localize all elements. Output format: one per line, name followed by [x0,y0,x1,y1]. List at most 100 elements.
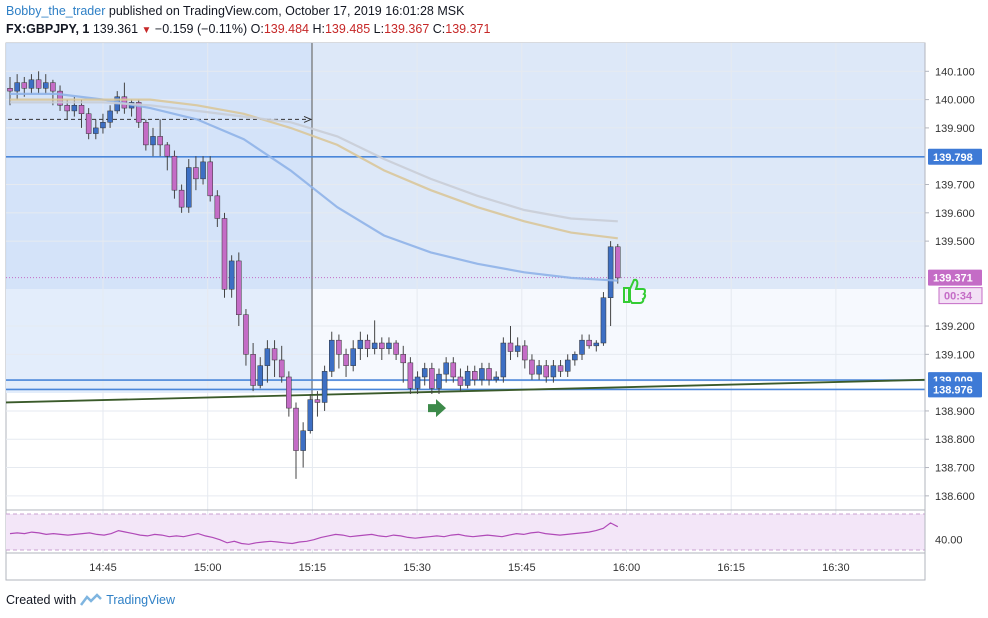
candle-body [186,167,192,208]
countdown-tag: 00:34 [944,291,973,303]
candle-body [386,342,392,349]
trendline [5,378,926,404]
candle-body [457,376,464,386]
candle-body [21,82,28,89]
rsi-band [6,514,925,550]
x-tick-label: 15:00 [194,562,222,574]
tradingview-logo-icon [80,593,103,606]
candle-body [178,189,185,208]
candle-body [286,376,292,409]
candle-body [486,368,492,381]
candle-body [221,218,228,290]
created-with-text: Created with [6,593,77,607]
low-label: L: [373,22,385,36]
candle-body [371,342,378,349]
candle-body [421,368,428,378]
author-link[interactable]: Bobby_the_trader [6,4,106,18]
y-tick-label: 138.600 [935,491,975,503]
candle-body [500,342,507,378]
candle-body [200,161,206,180]
symbol-info: FX:GBPJPY, 1 139.361 ▼ −0.159 (−0.11%) O… [6,22,490,36]
candle-body [93,127,99,134]
candle-body [450,362,457,378]
current-price-tag-bg [928,269,982,286]
footer: Created with TradingView [6,593,175,607]
y-tick-label: 139.600 [935,208,975,220]
x-tick-label: 15:15 [299,562,327,574]
candle-body [479,368,485,381]
close-label: C: [432,22,446,36]
current-price-tag: 139.371 [933,273,973,285]
candle-body [522,345,528,361]
candle-body [329,339,335,372]
symbol-label[interactable]: FX:GBPJPY, 1 [6,22,90,36]
y-tick-label: 138.700 [935,463,975,475]
candle-body [493,376,499,381]
candle-body [135,102,142,123]
candle-body [257,365,263,386]
moving-average-line [10,101,618,223]
publish-info: Bobby_the_trader published on TradingVie… [6,4,464,18]
candle-body [250,354,256,386]
low-value: 139.367 [384,22,430,36]
y-tick-label: 139.500 [935,236,975,248]
candle-body [472,371,478,381]
candle-body [14,82,20,92]
candle-body [35,79,42,89]
y-tick-label: 138.800 [935,434,975,446]
candle-body [271,348,278,361]
candle-body [543,365,549,378]
shaded-zone [6,43,312,289]
candle-body [314,399,321,403]
candle-body [407,362,414,389]
candle-body [85,113,92,134]
level-price-tag: 139.798 [933,152,973,164]
candle-body [171,155,178,191]
candle-body [607,246,614,298]
y-tick-label: 139.100 [935,349,975,361]
shaded-zone [6,289,312,382]
candle-body [350,348,356,366]
close-value: 139.371 [445,22,491,36]
candle-body [557,365,564,372]
x-tick-label: 16:30 [822,562,850,574]
candle-body [514,345,521,352]
candle-body [100,121,106,129]
candle-body [307,399,314,432]
candle-body [78,105,85,115]
candle-body [507,342,514,352]
y-tick-label: 139.200 [935,321,975,333]
candle-body [414,376,421,389]
candle-body [600,297,607,344]
high-value: 139.485 [324,22,371,36]
candle-body [264,348,271,366]
candle-body [400,354,406,364]
candle-body [193,167,199,180]
candle-body [343,354,349,366]
candle-body [293,407,299,451]
x-tick-label: 15:45 [508,562,536,574]
level-price-tag-bg [928,148,982,165]
level-price-tag: 138.976 [933,384,973,396]
candle-body [300,430,306,451]
moving-average-line [10,98,618,240]
candle-body [550,365,557,378]
candle-body [436,373,442,389]
x-tick-label: 14:45 [89,562,117,574]
candle-body [357,339,364,349]
candle-body [243,314,249,355]
candle-body [572,354,578,361]
tradingview-brand-link[interactable]: TradingView [106,593,175,607]
y-tick-label: 140.100 [935,66,975,78]
candle-body [64,105,70,112]
open-value: 139.484 [263,22,309,36]
open-label: O: [250,22,264,36]
candle-body [57,90,63,106]
level-price-tag-bg [928,381,982,398]
candle-body [43,82,49,89]
candle-body [7,88,13,92]
x-tick-label: 16:15 [717,562,745,574]
y-tick-label: 138.900 [935,406,975,418]
y-tick-label: 139.900 [935,123,975,135]
